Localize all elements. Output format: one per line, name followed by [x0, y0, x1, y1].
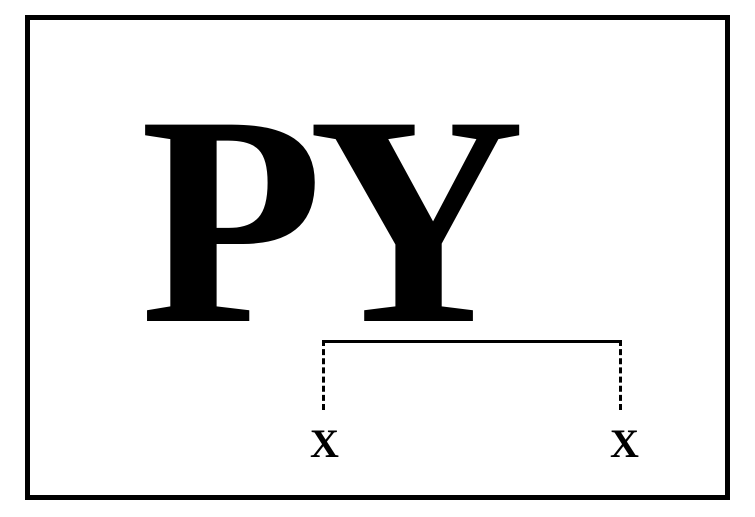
label-x-left: X: [310, 420, 339, 467]
label-x-right: X: [610, 420, 639, 467]
baseline-span: [322, 340, 622, 343]
tick-right: [619, 340, 622, 410]
tick-left: [322, 340, 325, 410]
main-letters: PY: [140, 70, 510, 370]
